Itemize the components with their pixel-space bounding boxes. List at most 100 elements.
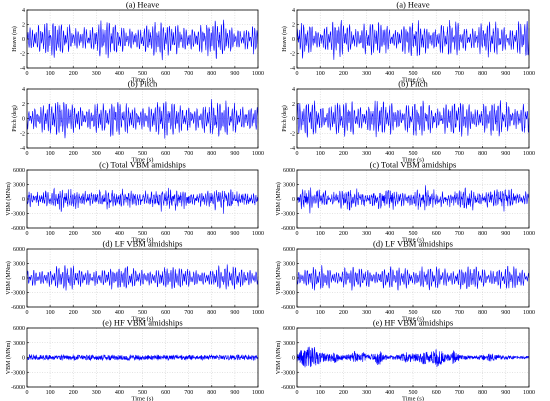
x-tick-label: 600 <box>161 390 170 396</box>
x-tick-label: 0 <box>26 231 29 237</box>
x-tick-label: 900 <box>230 151 239 157</box>
y-tick-label: -2 <box>20 52 25 58</box>
x-tick-label: 1000 <box>252 71 264 77</box>
y-axis-label: VBM (MNm) <box>275 182 282 216</box>
x-tick-label: 900 <box>501 310 510 316</box>
x-tick-label: 400 <box>385 390 394 396</box>
series-line <box>26 99 259 139</box>
y-tick-label: 4 <box>292 87 295 93</box>
x-tick-label: 300 <box>92 310 101 316</box>
x-tick-label: 0 <box>296 390 299 396</box>
x-tick-label: 400 <box>115 390 124 396</box>
x-tick-label: 900 <box>230 231 239 237</box>
x-tick-label: 100 <box>316 231 325 237</box>
x-tick-label: 700 <box>455 310 464 316</box>
x-tick-label: 500 <box>409 71 418 77</box>
x-tick-label: 400 <box>115 71 124 77</box>
x-tick-label: 500 <box>138 231 147 237</box>
series-line <box>26 187 259 214</box>
x-tick-label: 0 <box>26 390 29 396</box>
x-tick-label: 300 <box>362 390 371 396</box>
x-tick-label: 500 <box>409 151 418 157</box>
x-tick-label: 1000 <box>523 151 535 157</box>
y-axis-label: VBM (MNm) <box>275 341 282 375</box>
x-tick-label: 100 <box>316 71 325 77</box>
chart-title: (c) Total VBM amidships <box>370 160 457 170</box>
x-tick-label: 200 <box>339 231 348 237</box>
x-tick-label: 300 <box>92 151 101 157</box>
y-tick-label: 4 <box>22 8 25 14</box>
x-tick-label: 900 <box>501 151 510 157</box>
x-tick-label: 200 <box>69 390 78 396</box>
y-tick-label: 4 <box>22 87 25 93</box>
x-tick-label: 500 <box>138 71 147 77</box>
y-tick-label: -6000 <box>281 305 295 311</box>
x-axis-label: Time (s) <box>402 396 424 401</box>
y-axis-label: Heave (m) <box>11 26 18 52</box>
x-tick-label: 1000 <box>523 390 535 396</box>
y-tick-label: 0 <box>292 117 295 123</box>
y-tick-label: 0 <box>292 197 295 203</box>
x-tick-label: 800 <box>478 71 487 77</box>
y-tick-label: -6000 <box>281 226 295 232</box>
y-tick-label: -3000 <box>281 212 295 218</box>
panel-R-hf: 0 100 200 300 400 500 600 700 800 900 1000 -6000 -30… <box>275 318 535 401</box>
x-tick-label: 200 <box>339 390 348 396</box>
x-tick-label: 900 <box>230 71 239 77</box>
x-tick-label: 300 <box>362 231 371 237</box>
x-tick-label: 900 <box>230 390 239 396</box>
x-tick-label: 900 <box>501 390 510 396</box>
panel-R-lf: 0 100 200 300 400 500 600 700 800 900 1000 -6000 -30… <box>275 239 535 323</box>
x-tick-label: 0 <box>26 151 29 157</box>
x-axis-label: Time (s) <box>402 316 424 323</box>
y-tick-label: -6000 <box>11 226 25 232</box>
x-tick-label: 600 <box>161 310 170 316</box>
x-tick-label: 800 <box>207 310 216 316</box>
y-tick-label: -4 <box>20 66 25 72</box>
x-axis-label: Time (s) <box>402 237 424 244</box>
x-tick-label: 700 <box>455 151 464 157</box>
series-line <box>26 19 259 61</box>
y-tick-label: 0 <box>22 117 25 123</box>
x-tick-label: 0 <box>26 71 29 77</box>
x-tick-label: 900 <box>230 310 239 316</box>
x-tick-label: 1000 <box>523 310 535 316</box>
y-tick-label: 0 <box>292 356 295 362</box>
x-tick-label: 900 <box>501 71 510 77</box>
y-tick-label: 6000 <box>13 168 25 174</box>
y-axis-label: VBM (MNm) <box>275 261 282 295</box>
x-tick-label: 600 <box>161 71 170 77</box>
panel-R-heave: 0 100 200 300 400 500 600 700 800 900 1000 -4 -2 0 2 4 (… <box>281 0 535 84</box>
x-tick-label: 700 <box>184 71 193 77</box>
y-tick-label: 3000 <box>13 183 25 189</box>
panel-R-pitch: 0 100 200 300 400 500 600 700 800 900 1000 -4 -2 0 2 4 (… <box>281 79 535 164</box>
x-tick-label: 1000 <box>252 310 264 316</box>
x-axis-label: Time (s) <box>132 77 154 84</box>
series-line <box>26 353 259 362</box>
x-tick-label: 200 <box>339 71 348 77</box>
x-tick-label: 500 <box>409 310 418 316</box>
y-tick-label: 3000 <box>13 341 25 347</box>
series-line <box>296 100 530 138</box>
y-tick-label: 6000 <box>283 247 295 253</box>
panel-R-total: 0 100 200 300 400 500 600 700 800 900 1000 -6000 -30… <box>275 160 535 244</box>
x-tick-label: 700 <box>184 231 193 237</box>
y-tick-label: -4 <box>20 146 25 152</box>
x-tick-label: 300 <box>92 231 101 237</box>
x-tick-label: 600 <box>161 231 170 237</box>
x-tick-label: 300 <box>362 310 371 316</box>
x-tick-label: 600 <box>432 390 441 396</box>
x-tick-label: 0 <box>296 310 299 316</box>
x-tick-label: 700 <box>184 310 193 316</box>
y-tick-label: 0 <box>22 356 25 362</box>
x-tick-label: 800 <box>207 231 216 237</box>
x-axis-label: Time (s) <box>132 237 154 244</box>
x-tick-label: 300 <box>362 71 371 77</box>
x-tick-label: 1000 <box>252 390 264 396</box>
y-tick-label: 6000 <box>13 247 25 253</box>
chart-title: (d) LF VBM amidships <box>373 239 453 249</box>
x-tick-label: 300 <box>92 71 101 77</box>
chart-title: (d) LF VBM amidships <box>103 239 183 249</box>
series-line <box>296 19 530 60</box>
x-tick-label: 800 <box>478 151 487 157</box>
